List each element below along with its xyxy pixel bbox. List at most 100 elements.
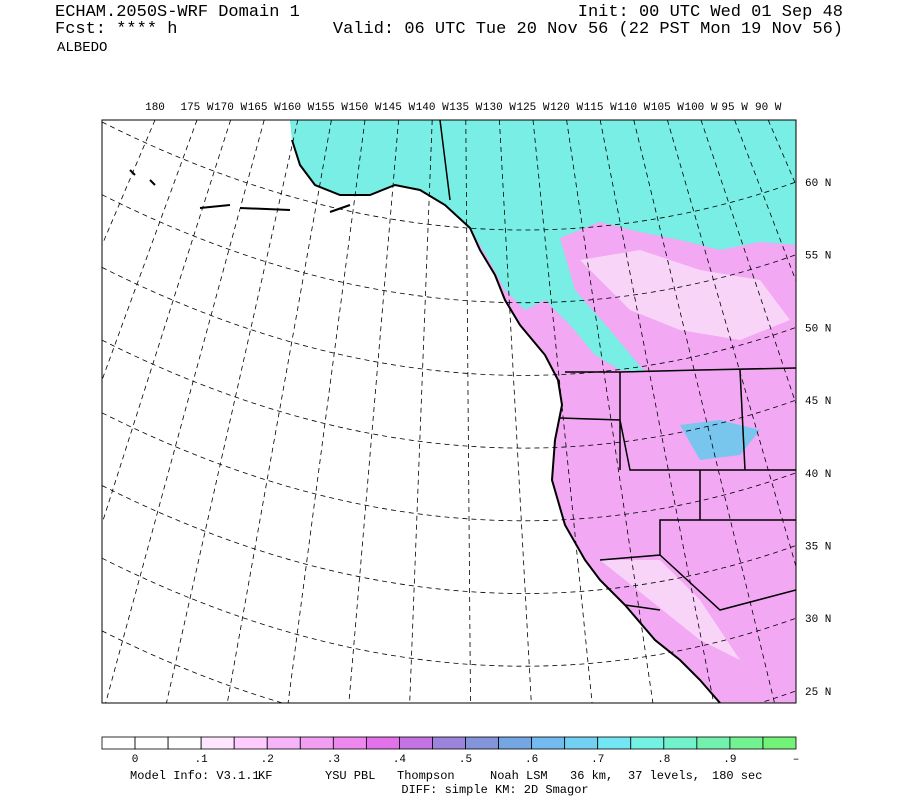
meridian (348, 120, 399, 703)
longitude-label: 165 W (248, 102, 281, 114)
alaska-islands (129, 169, 351, 213)
colorbar-swatch (432, 736, 466, 750)
longitude-label: 130 W (483, 102, 516, 114)
colorbar-swatch (233, 736, 268, 750)
high-albedo (290, 120, 796, 372)
colorbar-label: .7 (591, 754, 604, 766)
meridian (287, 120, 366, 703)
coastline (291, 139, 721, 703)
parallel (102, 267, 796, 376)
colorbar-label: .9 (723, 754, 736, 766)
longitude-label: 90 W (755, 102, 782, 114)
footer-cumulus: KF (258, 769, 272, 783)
meridian (166, 120, 299, 703)
meridian (700, 120, 796, 406)
valid-time: Valid: 06 UTC Tue 20 Nov 56 (22 PST Mon … (333, 20, 843, 39)
parallel (102, 194, 796, 304)
parallel (102, 412, 796, 522)
footer-resolution: 36 km, (570, 769, 613, 783)
longitude-label: 120 W (550, 102, 583, 114)
colorbar-swatch (498, 736, 533, 750)
footer-model-info: Model Info: V3.1.1 (130, 769, 260, 783)
map-frame (101, 119, 797, 704)
latitude-label: 55 N (805, 251, 831, 263)
parallel (102, 557, 796, 667)
colorbar-swatch (630, 736, 665, 750)
colorbar-swatch (299, 736, 334, 750)
model-title: ECHAM.2050S-WRF Domain 1 (55, 3, 300, 22)
colorbar-swatch (200, 736, 235, 750)
colorbar-swatch (332, 736, 367, 750)
meridian (532, 120, 593, 703)
lake-patch (680, 420, 760, 460)
footer-microphysics: Thompson (397, 769, 455, 783)
parallel (102, 630, 796, 703)
colorbar-swatch (762, 736, 797, 750)
footer-timestep: 180 sec (712, 769, 762, 783)
footer-levels: 37 levels, (628, 769, 700, 783)
graticule (102, 120, 796, 703)
longitude-label: 160 W (281, 102, 314, 114)
longitude-label: 110 W (617, 102, 650, 114)
meridian (633, 120, 775, 703)
colorbar-label: .6 (525, 754, 538, 766)
longitude-label: 170 W (214, 102, 247, 114)
meridian (102, 120, 231, 525)
colorbar-label: .3 (327, 754, 340, 766)
colorbar-label: .8 (657, 754, 670, 766)
longitude-label: 145 W (382, 102, 415, 114)
colorbar-swatch (101, 736, 136, 750)
field-name: ALBEDO (57, 40, 107, 56)
forecast-hour: Fcst: **** h (55, 20, 177, 39)
longitude-label: 155 W (315, 102, 348, 114)
meridian (409, 120, 433, 703)
longitude-label: 140 W (416, 102, 449, 114)
colorbar-label: .2 (261, 754, 274, 766)
longitude-label: 150 W (348, 102, 381, 114)
latitude-label: 40 N (805, 469, 831, 481)
colorbar-swatch (365, 736, 400, 750)
colorbar-label: 0 (132, 754, 139, 766)
colorbar-swatch (531, 736, 566, 750)
parallel (102, 339, 796, 449)
longitude-label: 115 W (584, 102, 617, 114)
latitude-label: 25 N (805, 687, 831, 699)
latitude-label: 30 N (805, 614, 831, 626)
longitude-label: 100 W (684, 102, 717, 114)
footer-pbl: YSU PBL (325, 769, 375, 783)
meridian (105, 120, 265, 703)
longitude-label: 125 W (516, 102, 549, 114)
latitude-label: 35 N (805, 542, 831, 554)
longitude-label: 175 W (180, 102, 213, 114)
map-area (102, 120, 796, 703)
colorbar-swatch (134, 736, 169, 750)
longitude-label: 135 W (449, 102, 482, 114)
colorbar-swatch (465, 736, 499, 750)
meridian (734, 120, 796, 283)
colorbar-label: – (793, 754, 800, 766)
borders (439, 120, 796, 611)
colorbar-label: .5 (459, 754, 472, 766)
init-time: Init: 00 UTC Wed 01 Sep 48 (578, 3, 843, 22)
colorbar-swatch (729, 736, 764, 750)
parallel (102, 121, 796, 231)
colorbar-label: .1 (195, 754, 209, 766)
colorbar-swatch (564, 736, 599, 750)
colorbar-swatch (266, 736, 301, 750)
map-labels: 180 175 W 170 W 165 W 160 W 155 W 150 W 145 W 14… (145, 102, 831, 699)
colorbar-swatch (597, 736, 632, 750)
colorbar: 0 .1 .2 .3 .4 .5 .6 .7 .8 .9 – (101, 736, 800, 766)
meridian (499, 120, 532, 703)
footer-diffusion: DIFF: simple KM: 2D Smagor (401, 783, 588, 797)
latitude-label: 50 N (805, 323, 831, 335)
latitude-label: 60 N (805, 178, 831, 190)
colorbar-swatch (696, 736, 731, 750)
latitude-label: 45 N (805, 396, 831, 408)
colorbar-swatch (167, 736, 202, 750)
longitude-label: 95 W (721, 102, 748, 114)
meridian (465, 120, 471, 703)
footer-land-surface: Noah LSM (490, 769, 548, 783)
meridian (102, 120, 198, 382)
